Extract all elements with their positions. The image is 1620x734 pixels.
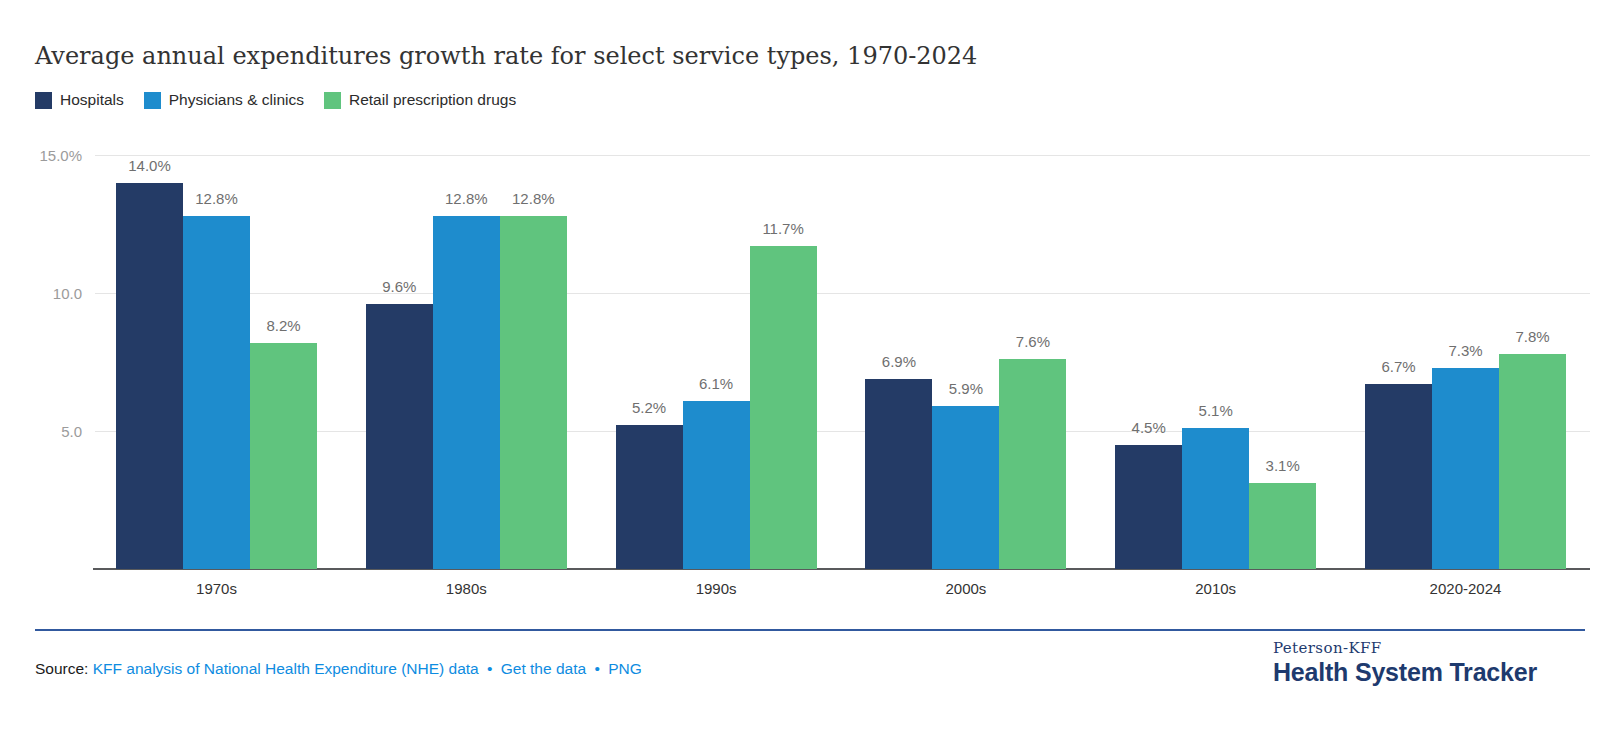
bar-group-2010s: 4.5%5.1%3.1%2010s: [1115, 428, 1316, 569]
bar-physicians-clinics-2010s[interactable]: 5.1%: [1182, 428, 1249, 569]
bar-retail-prescription-drugs-2010s[interactable]: 3.1%: [1249, 483, 1316, 569]
bar-value-label: 6.9%: [882, 353, 916, 370]
source-label: Source:: [35, 660, 88, 677]
x-axis-category-label: 2000s: [865, 580, 1066, 597]
source-line: Source: KFF analysis of National Health …: [35, 660, 642, 678]
bar-group-1990s: 5.2%6.1%11.7%1990s: [616, 246, 817, 569]
legend-label: Retail prescription drugs: [349, 91, 516, 109]
y-axis-tick-label: 10.0: [53, 285, 82, 302]
source-link-kff-analysis[interactable]: KFF analysis of National Health Expendit…: [93, 660, 479, 677]
bullet-separator: •: [594, 660, 599, 677]
bar-value-label: 7.8%: [1515, 328, 1549, 345]
x-axis-category-label: 2010s: [1115, 580, 1316, 597]
x-axis-category-label: 1970s: [116, 580, 317, 597]
bar-hospitals-1990s[interactable]: 5.2%: [616, 425, 683, 569]
legend-swatch: [324, 92, 341, 109]
logo-peterson-kff-text: Peterson-KFF: [1273, 639, 1537, 657]
bar-value-label: 5.1%: [1199, 402, 1233, 419]
bar-hospitals-2020-2024[interactable]: 6.7%: [1365, 384, 1432, 569]
bar-value-label: 12.8%: [445, 190, 488, 207]
page-title: Average annual expenditures growth rate …: [35, 42, 977, 70]
legend-label: Hospitals: [60, 91, 124, 109]
bar-physicians-clinics-2000s[interactable]: 5.9%: [932, 406, 999, 569]
legend-label: Physicians & clinics: [169, 91, 304, 109]
bar-value-label: 5.2%: [632, 399, 666, 416]
bar-value-label: 8.2%: [266, 317, 300, 334]
bar-value-label: 5.9%: [949, 380, 983, 397]
legend-item-physicians-clinics[interactable]: Physicians & clinics: [144, 91, 304, 109]
bar-value-label: 7.3%: [1448, 342, 1482, 359]
bar-physicians-clinics-1980s[interactable]: 12.8%: [433, 216, 500, 569]
footer-divider: [35, 629, 1585, 631]
bar-retail-prescription-drugs-2000s[interactable]: 7.6%: [999, 359, 1066, 569]
legend-item-retail-prescription-drugs[interactable]: Retail prescription drugs: [324, 91, 516, 109]
bar-value-label: 6.7%: [1381, 358, 1415, 375]
get-the-data-link[interactable]: Get the data: [501, 660, 586, 677]
bar-hospitals-2000s[interactable]: 6.9%: [865, 379, 932, 569]
bar-hospitals-1980s[interactable]: 9.6%: [366, 304, 433, 569]
bar-retail-prescription-drugs-1980s[interactable]: 12.8%: [500, 216, 567, 569]
logo-health-system-tracker-text: Health System Tracker: [1273, 658, 1537, 687]
bar-physicians-clinics-1990s[interactable]: 6.1%: [683, 401, 750, 569]
peterson-kff-logo: Peterson-KFF Health System Tracker: [1273, 639, 1537, 687]
y-axis-tick-label: 5.0: [61, 423, 82, 440]
bullet-separator: •: [487, 660, 492, 677]
bar-group-2020-2024: 6.7%7.3%7.8%2020-2024: [1365, 354, 1566, 569]
png-link[interactable]: PNG: [608, 660, 642, 677]
bar-value-label: 4.5%: [1132, 419, 1166, 436]
chart-legend: Hospitals Physicians & clinics Retail pres…: [35, 91, 516, 109]
x-axis-category-label: 1990s: [616, 580, 817, 597]
bar-physicians-clinics-2020-2024[interactable]: 7.3%: [1432, 368, 1499, 569]
y-axis-tick-label: 15.0%: [39, 147, 82, 164]
bar-retail-prescription-drugs-1970s[interactable]: 8.2%: [250, 343, 317, 569]
legend-swatch: [144, 92, 161, 109]
bar-value-label: 9.6%: [382, 278, 416, 295]
bar-group-1980s: 9.6%12.8%12.8%1980s: [366, 216, 567, 569]
bar-retail-prescription-drugs-2020-2024[interactable]: 7.8%: [1499, 354, 1566, 569]
bar-value-label: 12.8%: [512, 190, 555, 207]
bar-value-label: 6.1%: [699, 375, 733, 392]
legend-swatch: [35, 92, 52, 109]
bar-hospitals-1970s[interactable]: 14.0%: [116, 183, 183, 569]
bar-value-label: 12.8%: [195, 190, 238, 207]
bar-physicians-clinics-1970s[interactable]: 12.8%: [183, 216, 250, 569]
bar-group-1970s: 14.0%12.8%8.2%1970s: [116, 183, 317, 569]
bar-hospitals-2010s[interactable]: 4.5%: [1115, 445, 1182, 569]
x-axis-category-label: 1980s: [366, 580, 567, 597]
bar-group-2000s: 6.9%5.9%7.6%2000s: [865, 359, 1066, 569]
legend-item-hospitals[interactable]: Hospitals: [35, 91, 124, 109]
bar-value-label: 3.1%: [1266, 457, 1300, 474]
bar-groups: 14.0%12.8%8.2%1970s9.6%12.8%12.8%1980s5.…: [95, 155, 1590, 569]
x-axis-category-label: 2020-2024: [1365, 580, 1566, 597]
plot-area: 14.0%12.8%8.2%1970s9.6%12.8%12.8%1980s5.…: [95, 155, 1590, 569]
bar-retail-prescription-drugs-1990s[interactable]: 11.7%: [750, 246, 817, 569]
bar-value-label: 14.0%: [128, 157, 171, 174]
bar-value-label: 7.6%: [1016, 333, 1050, 350]
bar-value-label: 11.7%: [762, 220, 803, 237]
